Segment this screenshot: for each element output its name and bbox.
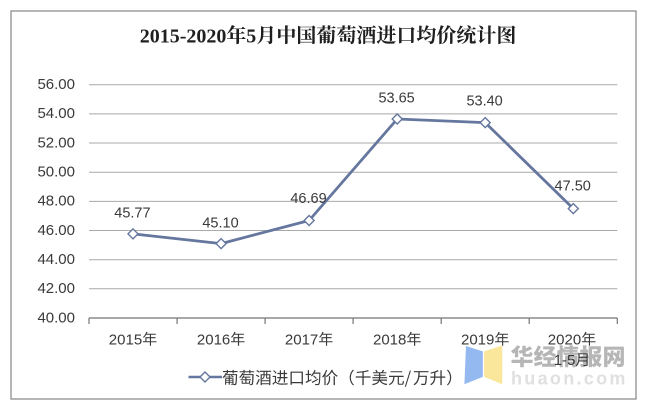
svg-text:50.00: 50.00	[37, 164, 75, 181]
svg-text:53.65: 53.65	[378, 90, 414, 106]
svg-text:40.00: 40.00	[37, 309, 75, 326]
svg-text:53.40: 53.40	[466, 93, 502, 109]
svg-text:45.10: 45.10	[202, 215, 238, 231]
svg-text:46.00: 46.00	[37, 222, 75, 239]
svg-text:48.00: 48.00	[37, 193, 75, 210]
svg-text:52.00: 52.00	[37, 134, 75, 151]
svg-text:44.00: 44.00	[37, 251, 75, 268]
svg-text:54.00: 54.00	[37, 105, 75, 122]
svg-text:1-5: 1-5	[554, 352, 576, 369]
svg-text:2019: 2019	[461, 332, 494, 349]
svg-text:46.69: 46.69	[290, 191, 326, 207]
svg-text:2018: 2018	[373, 332, 406, 349]
svg-text:2015: 2015	[109, 332, 142, 349]
svg-text:56.00: 56.00	[37, 76, 75, 93]
svg-text:2020: 2020	[548, 332, 581, 349]
svg-text:5: 5	[246, 25, 256, 47]
svg-text:47.50: 47.50	[555, 178, 591, 194]
svg-text:45.77: 45.77	[114, 206, 150, 222]
svg-text:42.00: 42.00	[37, 280, 75, 297]
svg-text:2017: 2017	[285, 332, 318, 349]
svg-text:2016: 2016	[197, 332, 230, 349]
svg-text:huaon.com: huaon.com	[511, 369, 628, 389]
svg-text:2015-2020: 2015-2020	[140, 25, 227, 47]
